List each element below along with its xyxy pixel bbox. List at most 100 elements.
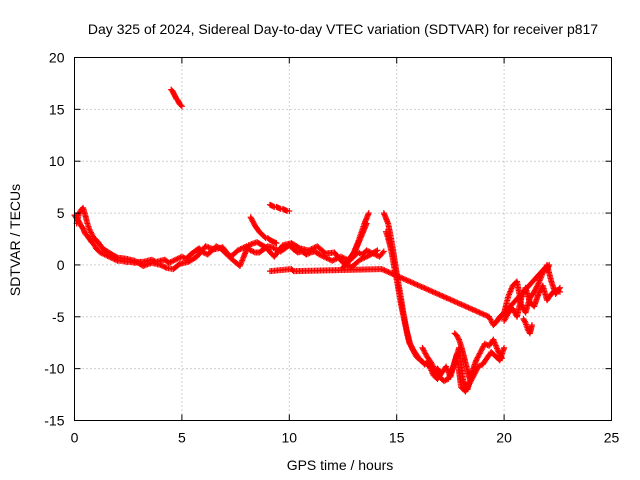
data-point [418,283,425,290]
data-point [402,276,409,283]
data-point [389,270,396,277]
data-point [391,271,398,278]
data-point [451,298,458,305]
data-point [410,280,417,287]
data-point [475,308,482,315]
data-point [414,353,421,360]
data-point [113,253,120,260]
data-point [479,310,486,317]
y-axis-title: SDTVAR / TECUs [7,184,23,296]
y-tick-label: 10 [49,153,65,169]
data-point [529,322,536,329]
data-point [261,233,268,240]
axes-layer: 0 5 10 15 20 25 -15 -10 -5 0 5 10 15 20 [44,50,619,446]
data-point [443,294,450,301]
data-point [498,355,505,362]
data-point [162,264,169,271]
data-point [415,282,422,289]
data-point [454,299,461,306]
x-tick-label: 20 [496,430,512,446]
data-point [373,248,380,255]
data-point [414,281,421,288]
y-tick-label: 20 [49,50,65,66]
grid-layer [74,57,612,421]
series-outlier-mid-b [247,214,280,247]
data-point [400,275,407,282]
data-point [469,306,476,313]
series-stray [266,261,553,329]
data-point [425,286,432,293]
data-point [453,299,460,306]
data-point [483,312,490,319]
data-point [384,268,391,275]
data-point [399,275,406,282]
data-point [295,244,302,251]
data-point [403,277,410,284]
data-point [406,278,413,285]
data-point [404,277,411,284]
data-point [439,292,446,299]
y-tick-label: -10 [44,361,64,377]
data-point [447,296,454,303]
data-point [381,267,388,274]
data-point [465,304,472,311]
data-point [480,311,487,318]
data-point [466,376,473,383]
data-point [455,300,462,307]
data-point [407,278,414,285]
y-tick-label: -15 [44,413,64,429]
data-point [392,272,399,279]
data-point [363,220,370,227]
x-tick-label: 5 [178,430,186,446]
data-point [388,270,395,277]
series-descent-b [382,228,422,361]
y-tick-label: 0 [57,257,65,273]
data-point [419,284,426,291]
marks-layer [71,86,563,395]
y-tick-label: 5 [57,205,65,221]
data-point [556,288,563,295]
data-point [411,280,418,287]
data-point [464,303,471,310]
data-point [436,291,443,298]
data-point [415,354,422,361]
data-point [429,288,436,295]
data-point [422,285,429,292]
data-point [430,289,437,296]
data-point [498,353,505,360]
x-tick-label: 25 [604,430,620,446]
data-point [432,289,439,296]
data-point [286,207,293,214]
data-point [433,290,440,297]
data-point [444,295,451,302]
data-point [461,302,468,309]
data-point [534,281,541,288]
data-point [437,292,444,299]
series-outlier-mid-a [266,201,293,214]
data-point [352,247,359,254]
y-tick-label: 15 [49,101,65,117]
data-point [273,240,280,247]
plot-frame [74,57,612,421]
chart-title: Day 325 of 2024, Sidereal Day-to-day VTE… [88,21,598,37]
data-point [435,291,442,298]
data-point [476,309,483,316]
data-point [379,249,386,256]
data-point [473,308,480,315]
data-point [374,247,381,254]
data-point [393,272,400,279]
data-point [457,300,464,307]
data-point [458,301,465,308]
data-point [472,307,479,314]
data-point [468,305,475,312]
series-outlier-high [168,86,185,110]
series-trough-spike [451,330,473,383]
data-point [442,294,449,301]
data-point [382,267,389,274]
data-point [459,302,466,309]
data-point [395,273,402,280]
data-point [462,303,469,310]
x-tick-label: 10 [282,430,298,446]
data-point [365,210,372,217]
